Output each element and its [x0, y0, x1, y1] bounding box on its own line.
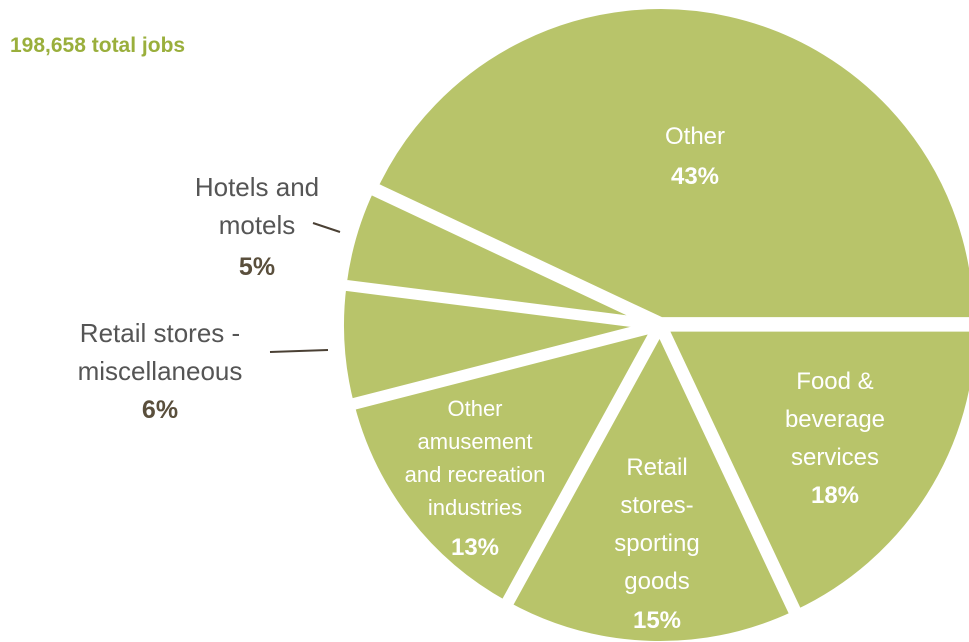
pie-slice-other-amusement-and-recreation-industries [344, 321, 663, 611]
leader-line-retail-misc [269, 349, 329, 353]
slice-value-label: 13% [451, 534, 499, 561]
slice-label: Other [665, 123, 725, 150]
slice-label: Food & beverage services [785, 368, 885, 471]
pie-slice-other [367, 0, 969, 328]
slice-label: Other amusement and recreation industries [405, 396, 546, 520]
slice-label: Hotels and motels [195, 172, 319, 240]
chart-title: 198,658 total jobs [10, 34, 186, 57]
slice-value-label: 15% [633, 607, 681, 634]
pie-slices [334, 0, 969, 642]
slice-value-label: 43% [671, 163, 719, 190]
slice-value-label: 18% [811, 482, 859, 509]
slice-label: Retail stores-sporting goods [614, 454, 699, 595]
slice-labels: Other 43% Food & beverage services 18% Retail s… [78, 123, 885, 634]
pie-slice-retail-stores-sporting-goods [501, 322, 801, 642]
slice-label: Retail stores -miscellaneous [78, 318, 243, 386]
leader-line-hotels [312, 222, 341, 233]
slice-value-label: 5% [239, 253, 275, 281]
pie-slice-food-beverage-services [657, 321, 969, 620]
slice-value-label: 6% [142, 396, 178, 424]
